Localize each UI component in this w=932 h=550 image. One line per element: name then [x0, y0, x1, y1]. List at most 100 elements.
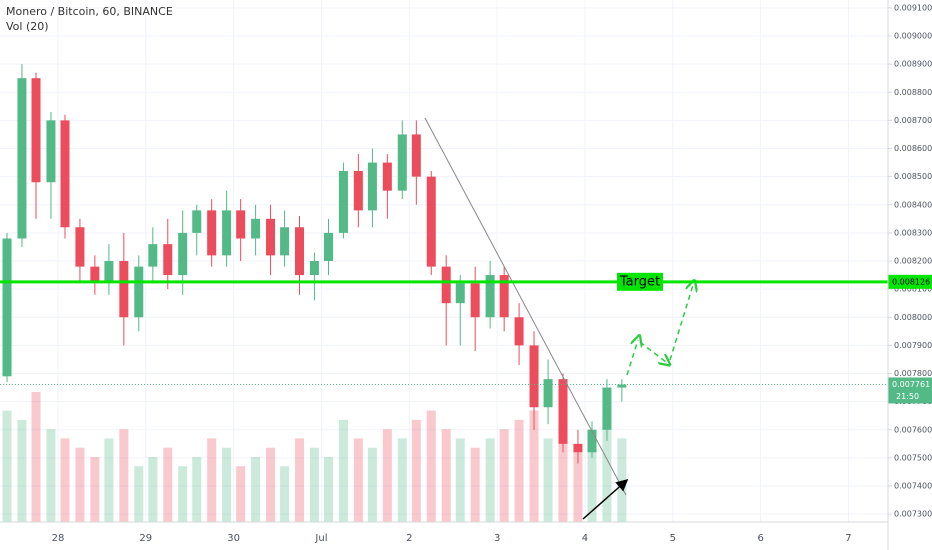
volume-label: Vol (20) — [6, 20, 49, 33]
candle-body — [514, 317, 524, 346]
candle-body — [104, 261, 114, 281]
volume-bar — [280, 466, 290, 522]
volume-bar — [353, 438, 363, 522]
candle-body — [2, 238, 12, 377]
volume-bar — [46, 429, 56, 522]
candle-body — [382, 162, 392, 191]
volume-bar — [338, 419, 348, 522]
candle-body — [543, 379, 553, 408]
volume-bar — [397, 438, 407, 522]
x-tick-label: 4 — [582, 533, 588, 544]
candle-body — [46, 120, 56, 183]
candle-body — [192, 210, 202, 233]
candle-body — [134, 266, 144, 318]
candle-body — [280, 227, 290, 256]
projection-arrow — [639, 341, 666, 362]
volume-bar — [266, 447, 276, 522]
candle-body — [323, 232, 333, 261]
volume-bar — [587, 438, 597, 522]
target-badge — [617, 272, 663, 291]
y-tick-label: 0.008800 — [894, 88, 932, 97]
candle-body — [367, 162, 377, 211]
candle-body — [529, 345, 539, 408]
volume-bar — [119, 429, 129, 522]
candle-body — [470, 283, 480, 318]
candle-body — [499, 275, 509, 318]
volume-bar — [514, 419, 524, 522]
volume-bar — [543, 438, 553, 522]
volume-bar — [499, 429, 509, 522]
candle-body — [90, 266, 100, 281]
x-tick-label: 3 — [494, 533, 500, 544]
y-tick-label: 0.007800 — [894, 369, 932, 378]
volume-bar — [236, 466, 246, 522]
volume-bar — [251, 457, 261, 522]
candle-body — [31, 78, 41, 183]
volume-bar — [411, 419, 421, 522]
target-price-tag — [888, 274, 932, 289]
candle-body — [353, 171, 363, 211]
volume-bar — [134, 466, 144, 522]
volume-bar — [309, 447, 319, 522]
y-tick-label: 0.008100 — [894, 285, 932, 294]
candle-body — [163, 244, 173, 276]
candle-body — [411, 134, 421, 177]
candle-body — [338, 171, 348, 233]
y-tick-label: 0.009100 — [894, 3, 932, 12]
volume-bar — [178, 466, 188, 522]
candle-body — [602, 387, 612, 430]
y-tick-label: 0.008600 — [894, 144, 932, 153]
x-tick-label: 30 — [227, 533, 240, 544]
x-tick-label: Jul — [314, 533, 327, 544]
candle-body — [236, 210, 246, 239]
volume-bar — [455, 438, 465, 522]
volume-bar — [382, 429, 392, 522]
countdown: 21:50 — [896, 392, 919, 401]
trend-line — [424, 117, 627, 496]
candle-body — [587, 429, 597, 453]
y-tick-label: 0.007300 — [894, 510, 932, 519]
volume-bar — [163, 447, 173, 522]
candle-body — [309, 261, 319, 276]
volume-bar — [60, 438, 70, 522]
volume-bar — [192, 457, 202, 522]
volume-bar — [367, 447, 377, 522]
y-tick-label: 0.008000 — [894, 313, 932, 322]
candle-body — [455, 283, 465, 304]
candle-body — [617, 384, 627, 388]
candle-body — [397, 134, 407, 191]
volume-bar — [75, 447, 85, 522]
chart-title: Monero / Bitcoin, 60, BINANCE — [6, 5, 173, 18]
candle-body — [17, 78, 27, 239]
y-tick-label: 0.009000 — [894, 32, 932, 41]
volume-bar — [441, 429, 451, 522]
x-tick-label: 28 — [52, 533, 65, 544]
candle-body — [573, 443, 583, 453]
volume-bar — [602, 419, 612, 522]
candle-body — [441, 266, 451, 304]
y-tick-label: 0.007400 — [894, 482, 932, 491]
volume-bar — [529, 410, 539, 522]
volume-bar — [148, 457, 158, 522]
x-tick-label: 7 — [845, 533, 851, 544]
projection-arrow — [626, 340, 638, 376]
y-tick-label: 0.007900 — [894, 341, 932, 350]
volume-bar — [2, 410, 12, 522]
y-tick-label: 0.008400 — [894, 200, 932, 209]
candle-body — [426, 176, 436, 267]
y-tick-label: 0.008900 — [894, 60, 932, 69]
y-tick-label: 0.008300 — [894, 228, 932, 237]
candle-body — [75, 227, 85, 267]
x-tick-label: 29 — [139, 533, 152, 544]
projection-arrow — [669, 285, 693, 361]
y-tick-label: 0.007500 — [894, 453, 932, 462]
last-price: 0.007761 — [892, 380, 930, 389]
candle-body — [222, 210, 232, 256]
x-tick-label: 5 — [670, 533, 676, 544]
candle-body — [251, 218, 261, 239]
x-tick-label: 2 — [406, 533, 412, 544]
volume-bar — [90, 457, 100, 522]
volume-bar — [485, 438, 495, 522]
target-price: 0.008126 — [892, 277, 930, 286]
volume-arrow — [582, 479, 629, 520]
